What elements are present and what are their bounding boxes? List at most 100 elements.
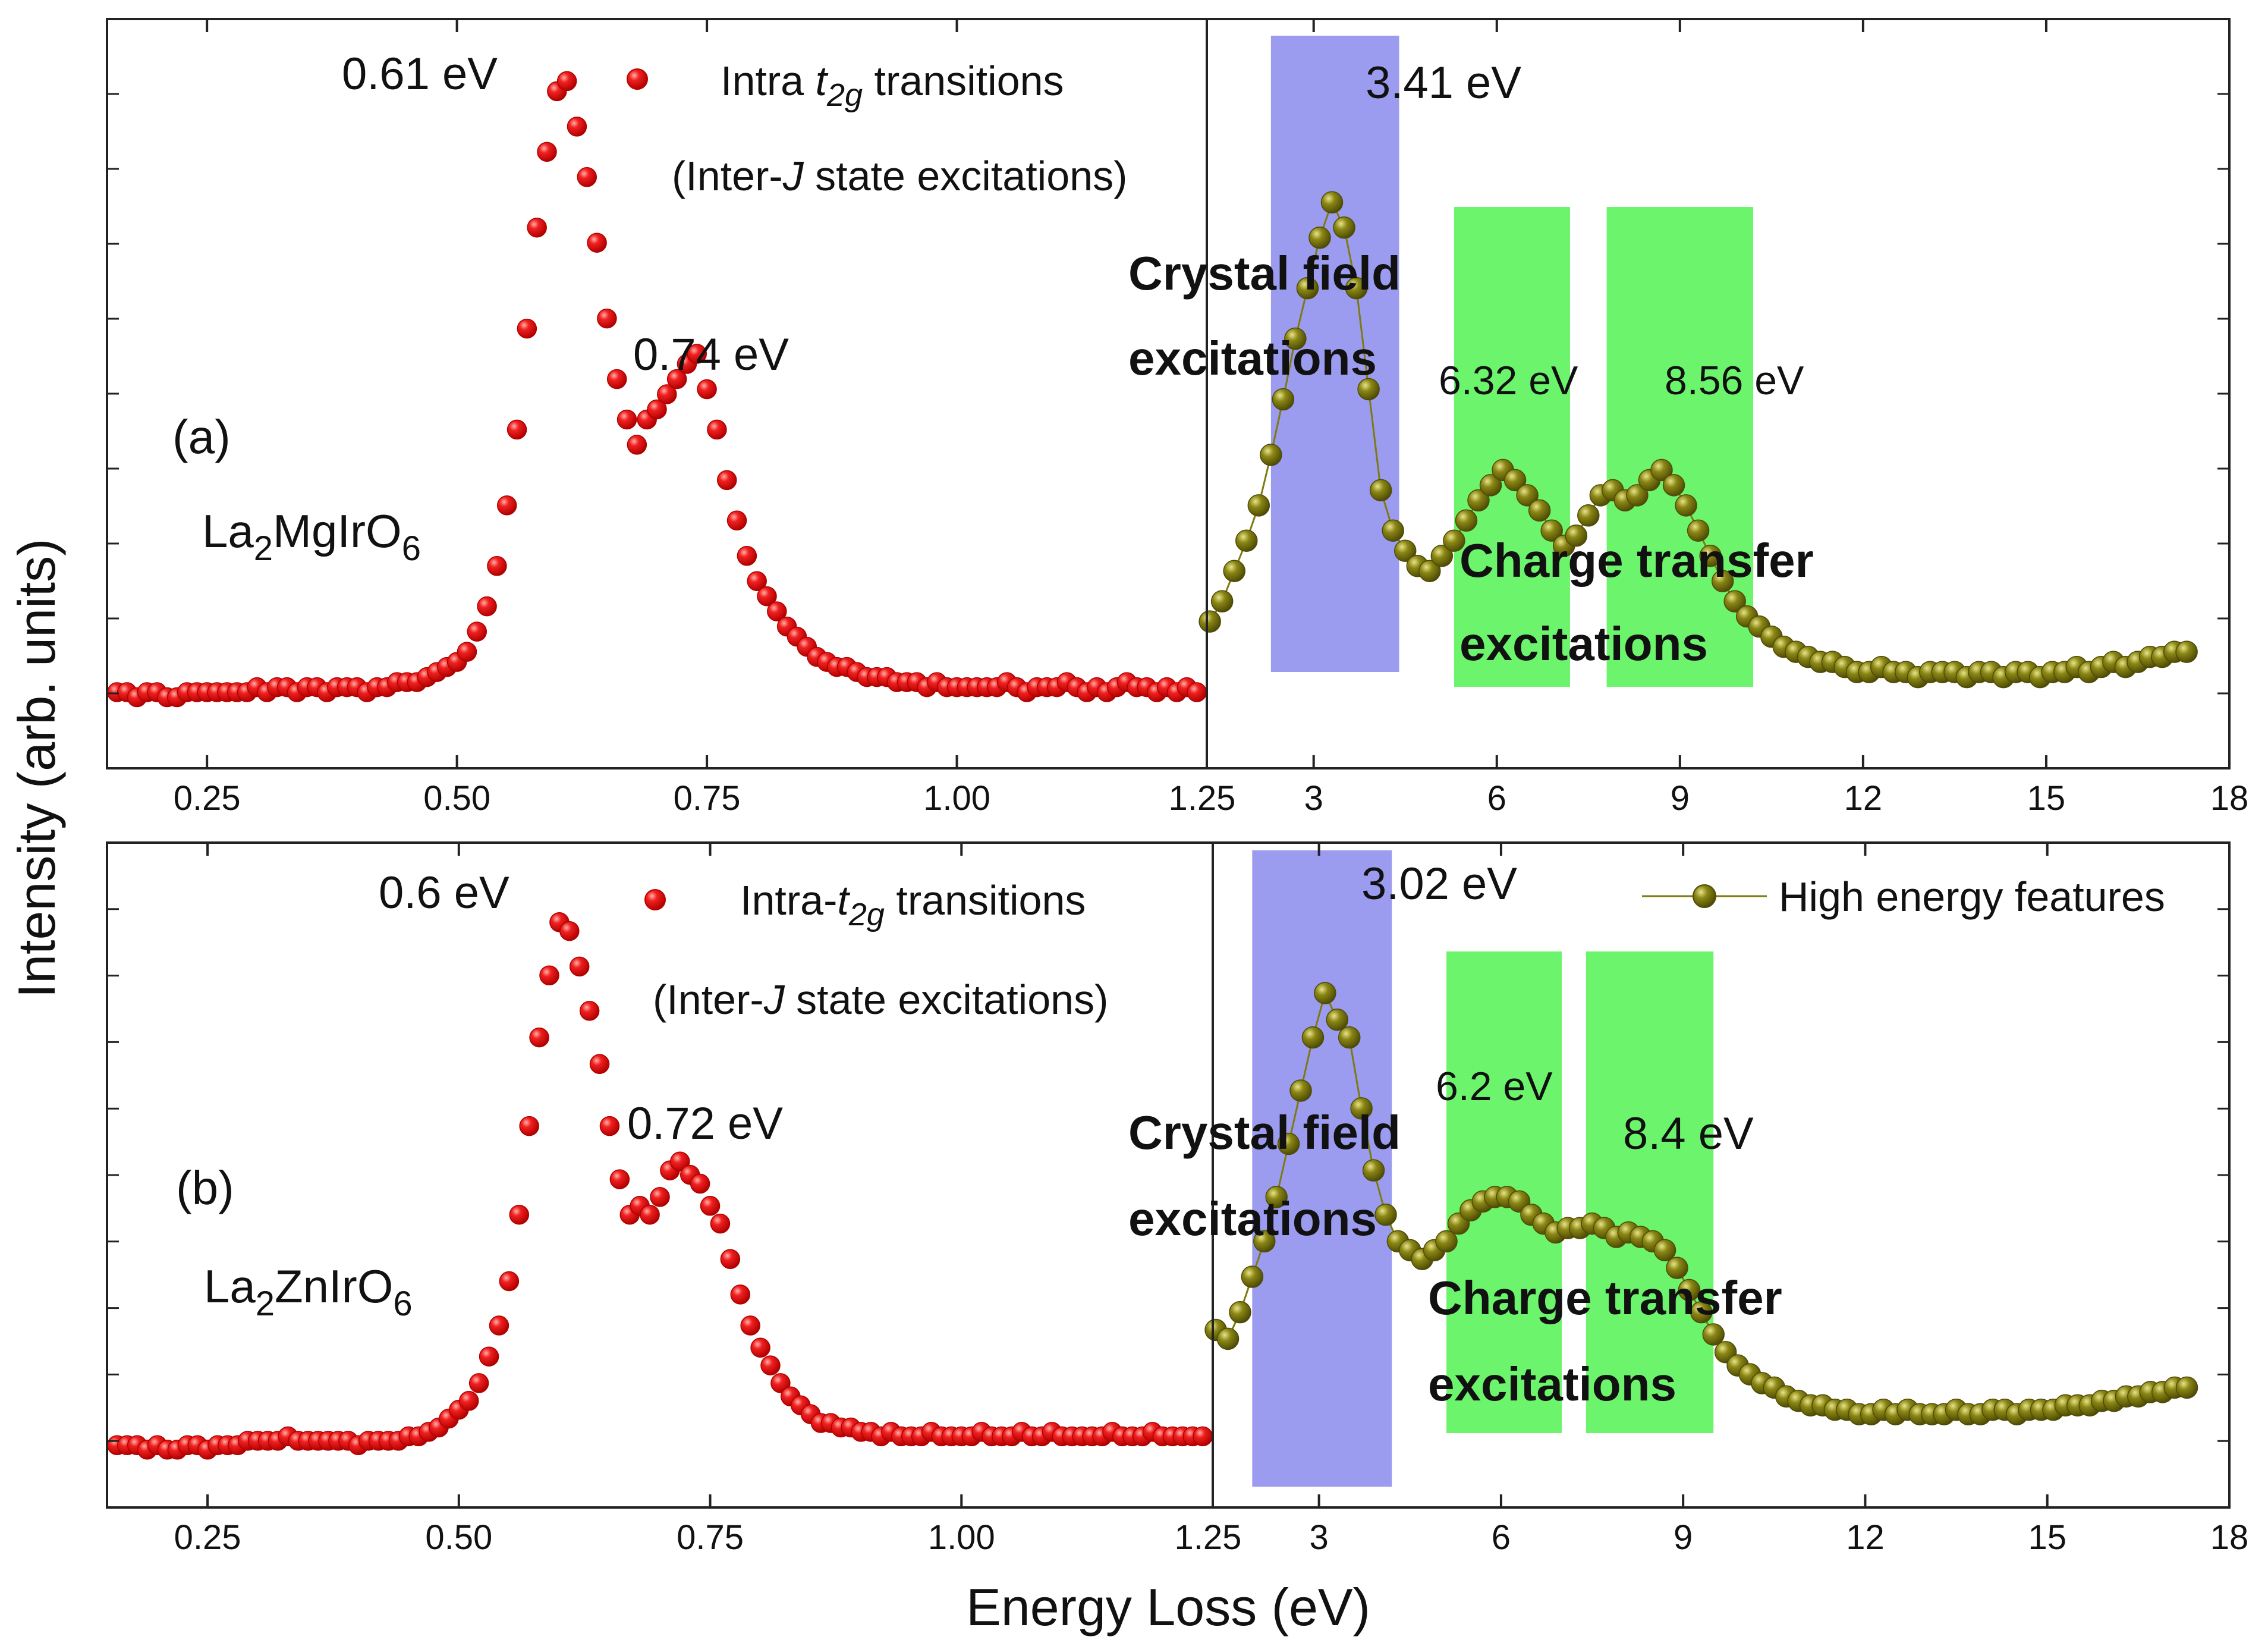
data-point [468, 1373, 489, 1393]
data-point [467, 621, 487, 642]
compound-sub: 6 [402, 529, 421, 568]
legend-marker [627, 68, 648, 90]
data-point [666, 369, 687, 390]
legend-text: High energy features [1779, 874, 2165, 920]
legend-sub: 2g [848, 897, 885, 932]
compound-sub: 2 [254, 529, 273, 568]
legend-part: transitions [885, 877, 1086, 924]
data-point [1345, 277, 1368, 300]
crystal-field-label: Crystal field [1128, 1106, 1401, 1159]
data-point [458, 1390, 479, 1411]
data-point [589, 1054, 610, 1075]
panel-frames [106, 18, 2231, 1509]
x-tick-label: 0.75 [677, 1518, 744, 1557]
data-point [457, 642, 477, 662]
x-tick-label: 18 [2210, 1518, 2249, 1557]
x-tick-label: 9 [1671, 779, 1690, 818]
legend-text: (Inter-J state excitations) [653, 976, 1108, 1023]
data-point [606, 369, 627, 390]
x-tick-label: 12 [1846, 1518, 1885, 1557]
peak-label: 0.74 eV [633, 329, 789, 380]
data-point [1277, 1132, 1300, 1155]
data-point [1662, 474, 1685, 497]
peak-label: 3.02 eV [1361, 859, 1517, 909]
compound-sub: 6 [393, 1284, 412, 1323]
panel-b-annotations: (b) La2ZnIrO6 0.6 eV 0.72 eV Intra-t2g t… [176, 859, 2165, 1411]
x-tick-label: 0.25 [174, 1518, 241, 1557]
series-a-high [1199, 191, 2198, 689]
data-point [567, 117, 587, 137]
charge-transfer-label: Charge transfer [1428, 1271, 1782, 1324]
legend-marker [1693, 884, 1716, 908]
legend-part: state excitations) [804, 153, 1128, 199]
data-point [517, 318, 537, 339]
data-point [1382, 519, 1404, 542]
panel-label: (a) [172, 410, 231, 463]
data-point [537, 142, 557, 162]
data-point [1690, 1301, 1713, 1324]
data-point [740, 1315, 760, 1336]
data-point [1216, 1327, 1240, 1350]
x-tick-label: 12 [1844, 779, 1883, 818]
compound-part: ZnIrO [275, 1260, 393, 1312]
data-point [1723, 590, 1746, 613]
data-point [1229, 1301, 1251, 1324]
x-tick-label: 9 [1674, 1518, 1693, 1557]
data-point [587, 233, 607, 253]
legend-part: (Inter- [653, 976, 764, 1023]
data-point [1308, 226, 1331, 249]
data-point [1467, 489, 1490, 512]
peak-label: 6.32 eV [1439, 358, 1578, 403]
data-point [1653, 1239, 1676, 1262]
data-point [1577, 504, 1600, 527]
data-point [1357, 378, 1380, 401]
series-b-high [1204, 982, 2198, 1425]
compound-sub: 2 [256, 1284, 275, 1323]
data-point [1265, 1186, 1288, 1208]
data-point [1289, 1079, 1312, 1102]
data-point [670, 1151, 690, 1172]
charge-transfer-label: Charge transfer [1459, 534, 1814, 587]
x-axis-title: Energy Loss (eV) [966, 1578, 1370, 1637]
legend-part: state excitations) [785, 976, 1109, 1023]
data-point [1247, 494, 1270, 517]
data-point [1187, 682, 1207, 702]
x-tick-label: 3 [1310, 1518, 1329, 1557]
crystal-field-label: Crystal field [1128, 247, 1401, 300]
data-point [1223, 560, 1245, 582]
data-point [1369, 479, 1392, 502]
data-point [1443, 529, 1465, 552]
legend-text: Intra-t2g transitions [740, 877, 1086, 932]
peak-label: 8.4 eV [1623, 1108, 1754, 1159]
data-point [2175, 1376, 2198, 1399]
peak-label: 8.56 eV [1665, 358, 1804, 403]
data-point [477, 596, 497, 617]
x-tick-label: 6 [1492, 1518, 1511, 1557]
data-point [559, 921, 580, 941]
x-tick-label: 1.25 [1169, 779, 1236, 818]
legend-part: t [837, 877, 850, 924]
compound-part: MgIrO [273, 505, 402, 557]
data-point [1516, 484, 1539, 507]
data-point [556, 71, 577, 92]
compound-part: La [204, 1260, 256, 1312]
charge-transfer-band [1606, 207, 1754, 687]
x-tick-label: 6 [1487, 779, 1506, 818]
data-point [487, 555, 507, 576]
data-point [716, 470, 737, 491]
compound-name: La2MgIrO6 [202, 505, 421, 568]
data-point [627, 435, 647, 455]
data-point [737, 546, 757, 566]
data-point [539, 965, 559, 985]
series-a-low [107, 71, 1207, 708]
x-tick-label: 1.00 [923, 779, 990, 818]
data-point [1430, 545, 1454, 567]
charge-transfer-label: excitations [1459, 617, 1708, 670]
data-point [687, 344, 707, 364]
x-tick-label: 1.00 [928, 1518, 995, 1557]
x-tick-label: 0.25 [174, 779, 241, 818]
data-point [697, 379, 717, 400]
legend-marker [644, 889, 666, 910]
legend-part: Intra- [740, 877, 837, 924]
panel-a-frame [106, 18, 2231, 769]
